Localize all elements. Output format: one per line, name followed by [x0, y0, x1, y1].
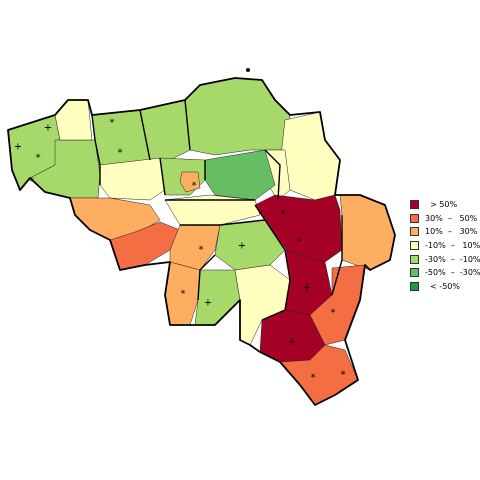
- region-brugge: [54, 99, 93, 141]
- legend-swatch: [410, 254, 419, 264]
- marker-star: *: [297, 237, 302, 248]
- region-antwerp: [184, 77, 291, 156]
- province-border-flanders: [91, 99, 281, 201]
- legend-item: -30% – -10%: [410, 252, 480, 266]
- legend-item: -50% – -30%: [410, 266, 480, 280]
- marker-plus: +: [204, 298, 212, 309]
- legend-swatch: [410, 200, 419, 210]
- legend-item: > 50%: [410, 198, 480, 212]
- belgium-border: [7, 77, 396, 406]
- marker-star: *: [331, 308, 336, 319]
- legend-item: < -50%: [410, 280, 480, 294]
- marker-plus: +: [288, 337, 296, 348]
- legend-item: 10% – 30%: [410, 225, 480, 239]
- legend-label: 30% – 50%: [425, 213, 478, 223]
- region-brussels: [179, 171, 201, 193]
- region-namur-south: [194, 269, 241, 326]
- marker-star: *: [181, 289, 186, 300]
- marker-star: *: [30, 177, 35, 188]
- legend-label: -10% – 10%: [425, 241, 480, 251]
- legend-label: -50% – -30%: [425, 268, 480, 278]
- marker-plus: +: [14, 142, 22, 153]
- legend-swatch: [410, 281, 419, 291]
- legend-label: < -50%: [425, 281, 460, 291]
- enclave-dot: [246, 68, 250, 72]
- legend-swatch: [410, 268, 419, 278]
- region-verviers: [339, 194, 396, 271]
- legend-label: -30% – -10%: [425, 254, 480, 264]
- legend-label: > 50%: [425, 200, 458, 210]
- marker-plus: +: [238, 241, 246, 252]
- legend-item: 30% – 50%: [410, 212, 480, 226]
- marker-star: *: [281, 209, 286, 220]
- legend: > 50% 30% – 50% 10% – 30% -10% – 10% -30% – …: [410, 198, 480, 293]
- marker-plus: +: [44, 123, 52, 134]
- legend-item: -10% – 10%: [410, 239, 480, 253]
- legend-swatch: [410, 241, 419, 251]
- marker-star: *: [192, 181, 197, 192]
- region-brabant-green: [204, 149, 276, 201]
- legend-swatch: [410, 213, 419, 223]
- marker-star: *: [199, 245, 204, 256]
- marker-star: *: [341, 370, 346, 381]
- province-border-wallonia: [165, 199, 343, 321]
- region-hainaut-east: [169, 224, 221, 271]
- marker-star: *: [118, 148, 123, 159]
- marker-star: *: [311, 373, 316, 384]
- region-east-flanders-south: [99, 157, 166, 201]
- legend-label: 10% – 30%: [425, 227, 478, 237]
- marker-star: *: [110, 118, 115, 129]
- marker-star: *: [36, 153, 41, 164]
- marker-plus: +: [303, 283, 311, 294]
- legend-swatch: [410, 227, 419, 237]
